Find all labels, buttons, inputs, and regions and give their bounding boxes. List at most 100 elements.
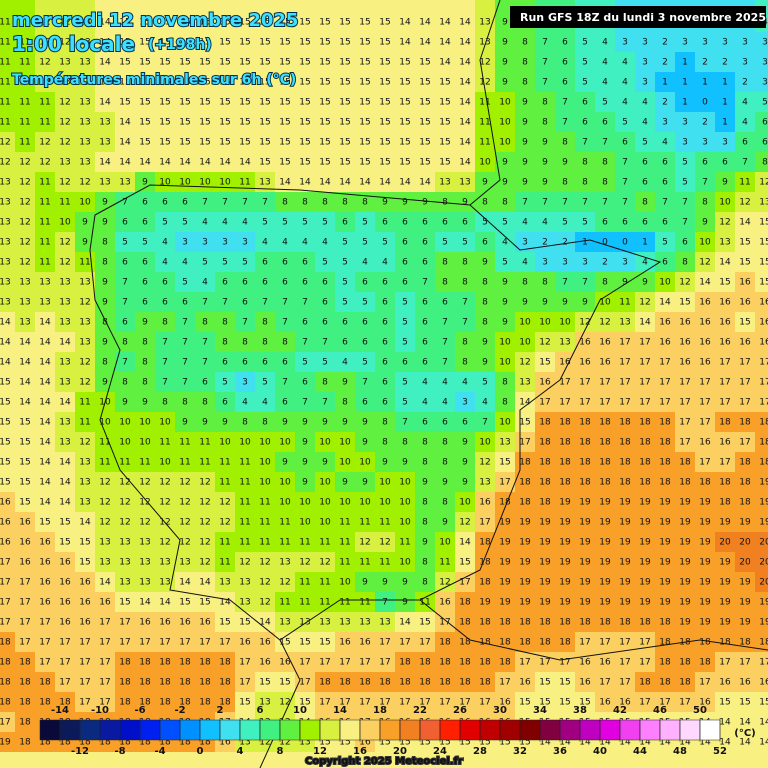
field-cell xyxy=(55,212,75,232)
field-cell xyxy=(415,132,435,152)
field-value: 18 xyxy=(219,658,231,668)
legend-swatch xyxy=(659,719,681,741)
field-value: 7 xyxy=(442,318,448,328)
field-cell xyxy=(615,172,635,192)
field-value: 15 xyxy=(0,478,11,488)
field-value: 2 xyxy=(662,38,668,48)
field-value: 15 xyxy=(199,138,210,148)
field-value: 13 xyxy=(179,558,190,568)
field-value: 1 xyxy=(682,78,688,88)
field-cell xyxy=(655,212,675,232)
field-value: 3 xyxy=(642,58,648,68)
field-value: 18 xyxy=(679,678,691,688)
field-value: 19 xyxy=(699,598,711,608)
field-value: 2 xyxy=(662,58,668,68)
field-value: 11 xyxy=(239,458,250,468)
field-value: 8 xyxy=(462,278,468,288)
field-cell xyxy=(595,92,615,112)
field-value: 15 xyxy=(339,58,350,68)
field-value: 18 xyxy=(179,658,191,668)
field-cell xyxy=(395,92,415,112)
field-value: 9 xyxy=(382,198,388,208)
field-cell xyxy=(15,92,35,112)
field-value: 7 xyxy=(202,358,208,368)
field-value: 4 xyxy=(442,398,448,408)
field-value: 15 xyxy=(259,158,270,168)
field-value: 7 xyxy=(542,78,548,88)
field-value: 16 xyxy=(679,318,691,328)
field-value: 15 xyxy=(139,138,150,148)
field-value: 3 xyxy=(622,38,628,48)
field-value: 11 xyxy=(79,258,90,268)
field-value: 4 xyxy=(362,258,368,268)
field-value: 18 xyxy=(39,698,51,708)
field-cell xyxy=(195,132,215,152)
field-value: 5 xyxy=(582,38,588,48)
field-cell xyxy=(155,112,175,132)
field-value: 6 xyxy=(222,398,228,408)
field-value: 19 xyxy=(619,518,631,528)
field-value: 7 xyxy=(222,198,228,208)
field-value: 17 xyxy=(739,358,750,368)
field-value: 15 xyxy=(319,158,330,168)
field-value: 15 xyxy=(219,98,230,108)
field-value: 14 xyxy=(39,358,51,368)
field-cell xyxy=(15,212,35,232)
field-value: 19 xyxy=(719,578,731,588)
field-value: 10 xyxy=(499,118,511,128)
field-value: 4 xyxy=(422,398,428,408)
field-value: 17 xyxy=(59,658,70,668)
legend-tick-label: 50 xyxy=(693,705,707,716)
field-cell xyxy=(515,32,535,52)
field-cell xyxy=(55,32,75,52)
field-cell xyxy=(455,112,475,132)
field-value: 10 xyxy=(379,498,391,508)
field-cell xyxy=(95,0,115,32)
field-value: 9 xyxy=(522,298,528,308)
field-value: 3 xyxy=(202,238,208,248)
field-value: 11 xyxy=(479,138,490,148)
field-value: 8 xyxy=(282,338,288,348)
field-cell xyxy=(715,52,735,72)
legend-tick-label: 6 xyxy=(257,705,264,716)
field-value: 15 xyxy=(559,698,570,708)
field-cell xyxy=(555,112,575,132)
field-value: 16 xyxy=(699,318,711,328)
field-cell xyxy=(155,72,175,92)
field-value: 16 xyxy=(439,598,451,608)
field-value: 15 xyxy=(419,78,430,88)
field-cell xyxy=(395,192,415,212)
field-value: 6 xyxy=(282,358,288,368)
field-cell xyxy=(435,232,455,252)
field-value: 8 xyxy=(162,318,168,328)
legend-tick-label: -10 xyxy=(91,705,109,716)
field-value: 16 xyxy=(79,578,91,588)
field-value: 19 xyxy=(679,618,691,628)
field-cell xyxy=(395,72,415,92)
field-value: 10 xyxy=(159,458,171,468)
field-value: 13 xyxy=(379,618,390,628)
field-cell xyxy=(695,92,715,112)
field-value: 5 xyxy=(582,218,588,228)
field-value: 10 xyxy=(239,438,251,448)
field-cell xyxy=(295,172,315,192)
field-value: 9 xyxy=(482,338,488,348)
field-value: 17 xyxy=(439,618,450,628)
field-value: 9 xyxy=(202,418,208,428)
field-cell xyxy=(455,132,475,152)
field-value: 17 xyxy=(539,658,550,668)
field-cell xyxy=(195,0,215,32)
field-value: 8 xyxy=(182,398,188,408)
field-cell xyxy=(0,212,15,232)
field-value: 12 xyxy=(279,578,290,588)
field-value: 9 xyxy=(522,158,528,168)
field-value: 6 xyxy=(262,358,268,368)
field-value: 19 xyxy=(699,538,711,548)
field-cell xyxy=(295,232,315,252)
field-cell xyxy=(515,192,535,212)
field-cell xyxy=(495,72,515,92)
field-value: 18 xyxy=(479,618,491,628)
field-value: 11 xyxy=(39,98,50,108)
field-cell xyxy=(715,132,735,152)
field-value: 11 xyxy=(0,98,11,108)
